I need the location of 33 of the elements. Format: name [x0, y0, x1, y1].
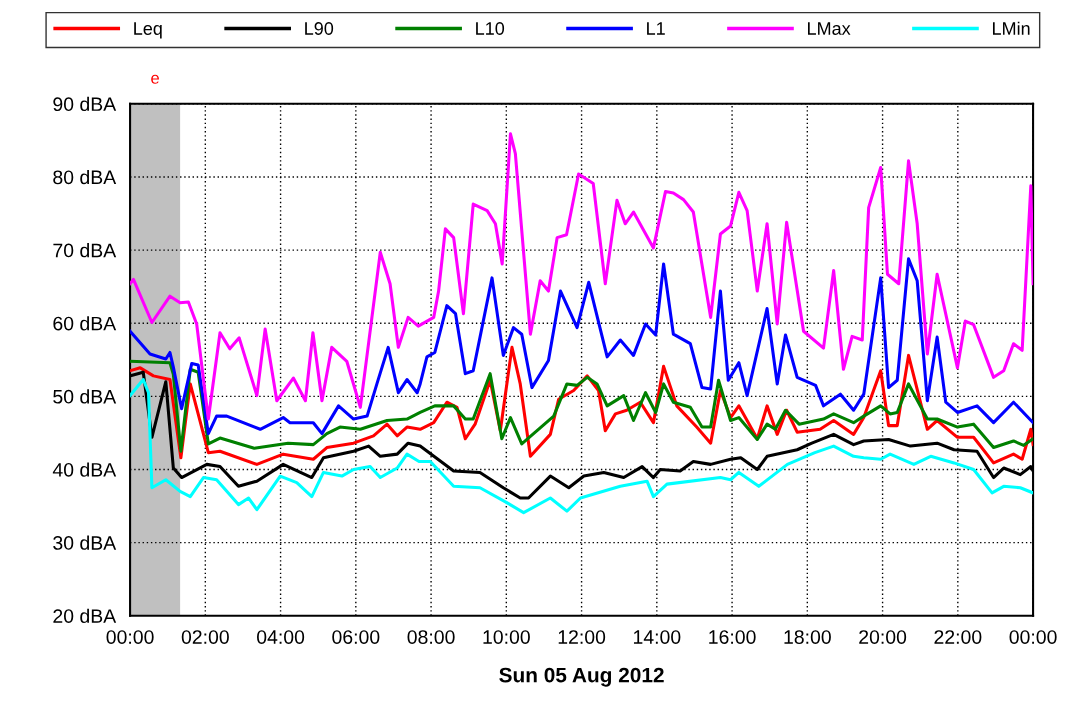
legend-label: LMin [992, 21, 1030, 35]
x-tick-label: 14:00 [633, 630, 681, 644]
y-tick-label: 50 dBA [53, 389, 117, 404]
y-tick-label: 70 dBA [53, 243, 117, 258]
x-axis-title: Sun 05 Aug 2012 [499, 667, 664, 687]
x-tick-label: 16:00 [709, 630, 756, 644]
x-tick-label: 04:00 [257, 630, 305, 644]
band-label: e [151, 74, 159, 84]
x-tick-label: 18:00 [784, 630, 831, 644]
legend-label: L1 [647, 22, 665, 35]
x-tick-label: 08:00 [407, 630, 455, 644]
x-tick-label: 12:00 [558, 630, 606, 644]
x-tick-label: 00:00 [1009, 630, 1057, 644]
line-series [130, 132, 1034, 421]
legend-label: L90 [305, 22, 334, 35]
legend-label: L10 [476, 22, 505, 35]
y-tick-label: 60 dBA [53, 316, 117, 331]
line-series [130, 359, 1034, 453]
y-tick-label: 20 dBA [53, 608, 117, 623]
y-tick-label: 80 dBA [53, 169, 117, 185]
x-tick-label: 02:00 [181, 630, 229, 644]
x-tick-label: 00:00 [106, 630, 154, 644]
legend-label: Leq [134, 22, 162, 39]
legend-label: LMax [808, 22, 851, 35]
x-tick-label: 20:00 [859, 630, 907, 644]
y-tick-label: 30 dBA [53, 535, 117, 550]
x-tick-label: 10:00 [483, 630, 530, 644]
line-series [130, 257, 1034, 436]
y-tick-label: 40 dBA [52, 462, 117, 477]
x-tick-label: 06:00 [332, 630, 380, 644]
y-tick-label: 90 dBA [53, 96, 117, 112]
x-tick-label: 22:00 [934, 630, 982, 644]
line-series [130, 378, 1034, 515]
